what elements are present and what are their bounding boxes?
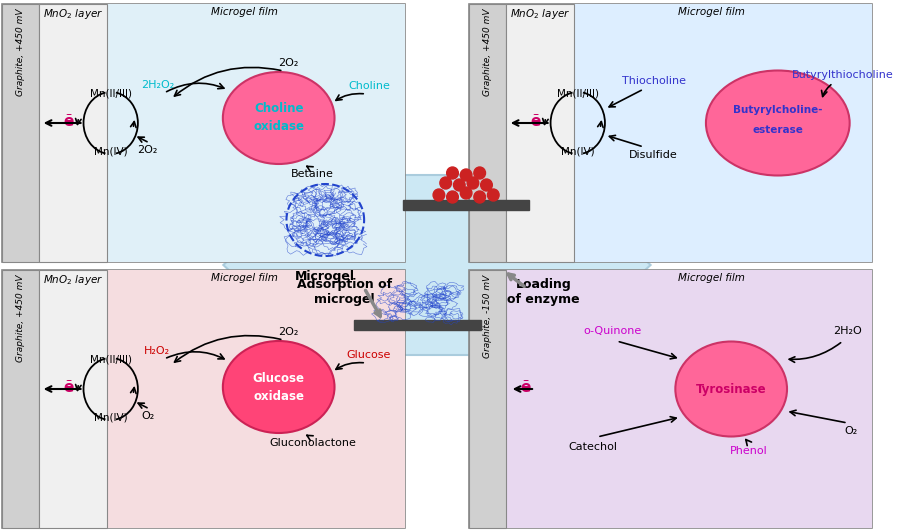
Text: $MnO_2$ layer: $MnO_2$ layer	[42, 7, 104, 21]
Text: ẽ: ẽ	[531, 113, 541, 128]
Text: esterase: esterase	[752, 125, 803, 135]
Text: Mn(II/III): Mn(II/III)	[90, 354, 131, 364]
Text: o-Quinone: o-Quinone	[583, 326, 642, 336]
Bar	[2, 4, 39, 262]
Text: Choline: Choline	[254, 102, 303, 116]
Text: Disulfide: Disulfide	[629, 150, 678, 160]
Text: Microgel: Microgel	[295, 270, 356, 283]
Bar	[506, 4, 574, 262]
Text: 2H₂O₂: 2H₂O₂	[140, 80, 174, 90]
Text: Catechol: Catechol	[569, 442, 617, 452]
Circle shape	[460, 187, 472, 199]
Circle shape	[488, 189, 500, 201]
Bar	[469, 270, 872, 528]
Text: Choline: Choline	[348, 81, 390, 91]
Circle shape	[474, 167, 485, 179]
Ellipse shape	[223, 341, 335, 433]
Text: Butyrylcholine-: Butyrylcholine-	[733, 105, 823, 115]
Text: Mn(IV): Mn(IV)	[94, 412, 128, 422]
Circle shape	[433, 189, 445, 201]
Text: Microgel film: Microgel film	[679, 273, 745, 283]
Bar	[469, 270, 506, 528]
Circle shape	[467, 177, 479, 189]
Text: Butyrylthiocholine: Butyrylthiocholine	[792, 70, 894, 80]
Bar	[39, 4, 107, 262]
Text: Adsorption of
microgel: Adsorption of microgel	[297, 278, 392, 306]
Text: 2H₂O: 2H₂O	[833, 326, 862, 336]
Bar	[2, 4, 405, 262]
Polygon shape	[223, 175, 651, 355]
Text: Graphite, +450 mV: Graphite, +450 mV	[483, 9, 492, 96]
Text: Phenol: Phenol	[730, 446, 768, 456]
Text: Microgel film: Microgel film	[212, 7, 278, 17]
Text: Microgel film: Microgel film	[679, 7, 745, 17]
Circle shape	[474, 191, 485, 203]
Text: Mn(II/III): Mn(II/III)	[557, 88, 598, 98]
Text: Mn(II/III): Mn(II/III)	[90, 88, 131, 98]
Text: 2O₂: 2O₂	[278, 327, 299, 337]
Circle shape	[446, 191, 458, 203]
Text: ẽ: ẽ	[520, 379, 530, 394]
Bar	[355, 320, 481, 330]
Text: Betaine: Betaine	[292, 169, 334, 179]
Text: Loading
of enzyme: Loading of enzyme	[508, 278, 580, 306]
Bar	[469, 4, 506, 262]
Text: Graphite, -150 mV: Graphite, -150 mV	[483, 275, 492, 358]
Text: 2O₂: 2O₂	[138, 145, 157, 155]
Text: Graphite, +450 mV: Graphite, +450 mV	[16, 275, 25, 363]
Bar	[107, 270, 405, 528]
Text: $MnO_2$ layer: $MnO_2$ layer	[509, 7, 570, 21]
Circle shape	[440, 177, 452, 189]
Text: oxidase: oxidase	[253, 120, 304, 134]
Circle shape	[460, 169, 472, 181]
Text: H₂O₂: H₂O₂	[144, 346, 170, 356]
Text: $MnO_2$ layer: $MnO_2$ layer	[42, 273, 104, 287]
Ellipse shape	[706, 70, 850, 175]
Bar	[506, 270, 872, 528]
Text: Mn(IV): Mn(IV)	[561, 146, 595, 156]
Circle shape	[481, 179, 492, 191]
Bar	[403, 200, 529, 210]
Text: Glucose: Glucose	[253, 372, 305, 384]
Text: Thiocholine: Thiocholine	[622, 76, 686, 86]
Text: ẽ: ẽ	[64, 379, 74, 394]
Text: O₂: O₂	[844, 426, 857, 436]
Text: Microgel film: Microgel film	[212, 273, 278, 283]
Bar	[2, 270, 405, 528]
Text: ẽ: ẽ	[64, 113, 74, 128]
Bar	[39, 270, 107, 528]
Text: O₂: O₂	[141, 411, 154, 421]
Text: 2O₂: 2O₂	[278, 58, 299, 68]
Bar	[574, 4, 872, 262]
Text: Tyrosinase: Tyrosinase	[696, 383, 767, 395]
Bar	[469, 4, 872, 262]
Circle shape	[446, 167, 458, 179]
Text: Mn(IV): Mn(IV)	[94, 146, 128, 156]
Ellipse shape	[675, 341, 787, 437]
Text: oxidase: oxidase	[253, 390, 304, 402]
Bar	[107, 4, 405, 262]
Text: Glucose: Glucose	[346, 350, 392, 360]
Circle shape	[454, 179, 465, 191]
Text: Graphite, +450 mV: Graphite, +450 mV	[16, 9, 25, 96]
Bar	[2, 270, 39, 528]
Ellipse shape	[223, 72, 335, 164]
Text: Gluconolactone: Gluconolactone	[269, 438, 356, 448]
